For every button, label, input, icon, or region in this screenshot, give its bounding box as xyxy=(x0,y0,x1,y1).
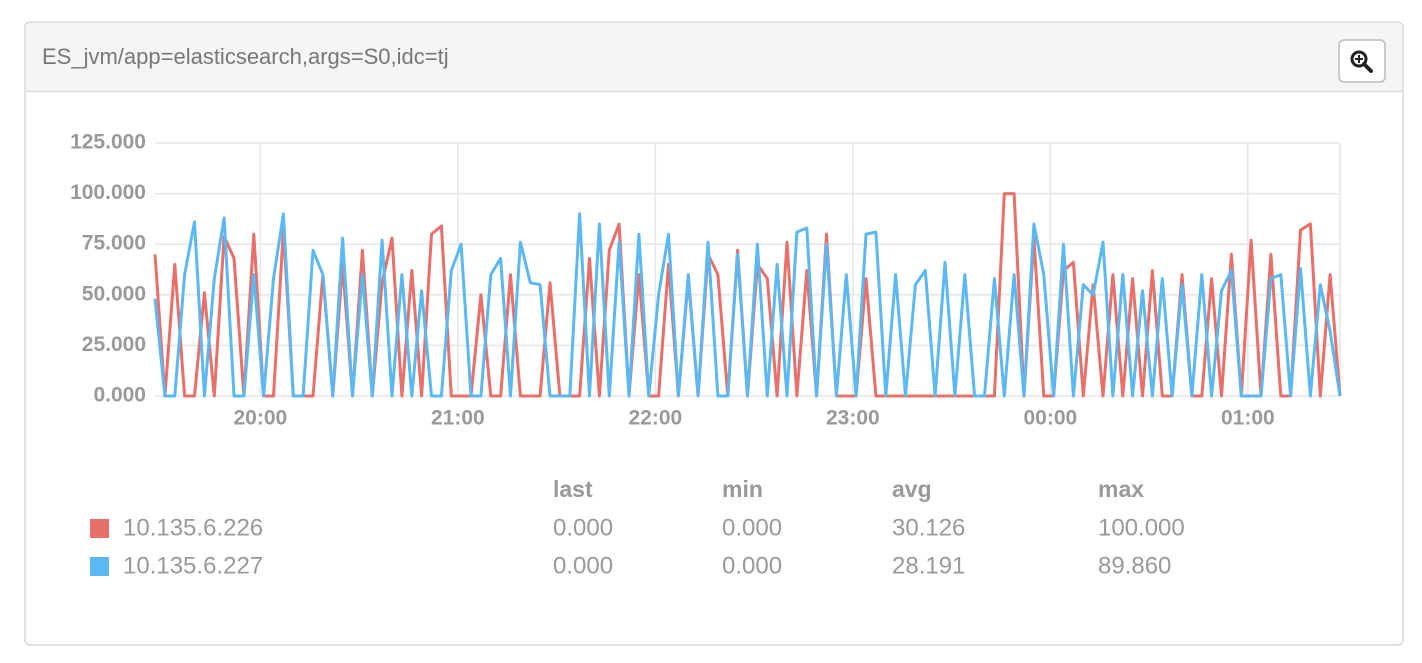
legend-stat: 28.191 xyxy=(892,552,965,579)
y-tick-label: 25.000 xyxy=(82,333,146,356)
legend-column-header: min xyxy=(722,476,763,502)
series-line xyxy=(153,212,1342,398)
y-tick-label: 125.000 xyxy=(70,131,146,154)
x-tick-label: 20:00 xyxy=(233,407,287,430)
legend-column-header: max xyxy=(1098,476,1144,502)
panel-header xyxy=(26,23,1402,91)
legend-column-header: avg xyxy=(892,476,932,502)
x-tick-label: 01:00 xyxy=(1221,407,1275,430)
zoom-button[interactable] xyxy=(1338,39,1386,83)
x-tick-label: 21:00 xyxy=(431,407,485,430)
legend-stat: 0.000 xyxy=(553,514,613,541)
x-tick-label: 22:00 xyxy=(628,407,682,430)
legend-swatch xyxy=(90,557,109,576)
legend-label: 10.135.6.227 xyxy=(123,552,263,579)
legend-stat: 0.000 xyxy=(553,552,613,579)
legend-stat: 0.000 xyxy=(722,514,782,541)
legend-stat: 30.126 xyxy=(892,514,965,541)
legend-stat: 89.860 xyxy=(1098,552,1171,579)
x-tick-label: 23:00 xyxy=(826,407,880,430)
y-tick-label: 100.000 xyxy=(70,181,146,204)
y-tick-label: 75.000 xyxy=(82,232,146,255)
y-tick-label: 0.000 xyxy=(93,384,146,407)
legend-label: 10.135.6.226 xyxy=(123,514,263,541)
y-tick-label: 50.000 xyxy=(82,282,146,305)
legend-stat: 0.000 xyxy=(722,552,782,579)
legend-swatch xyxy=(90,519,109,538)
x-tick-label: 00:00 xyxy=(1023,407,1077,430)
legend-column-header: last xyxy=(553,476,593,502)
legend-stat: 100.000 xyxy=(1098,514,1185,541)
panel-title: ES_jvm/app=elasticsearch,args=S0,idc=tj xyxy=(42,44,449,69)
